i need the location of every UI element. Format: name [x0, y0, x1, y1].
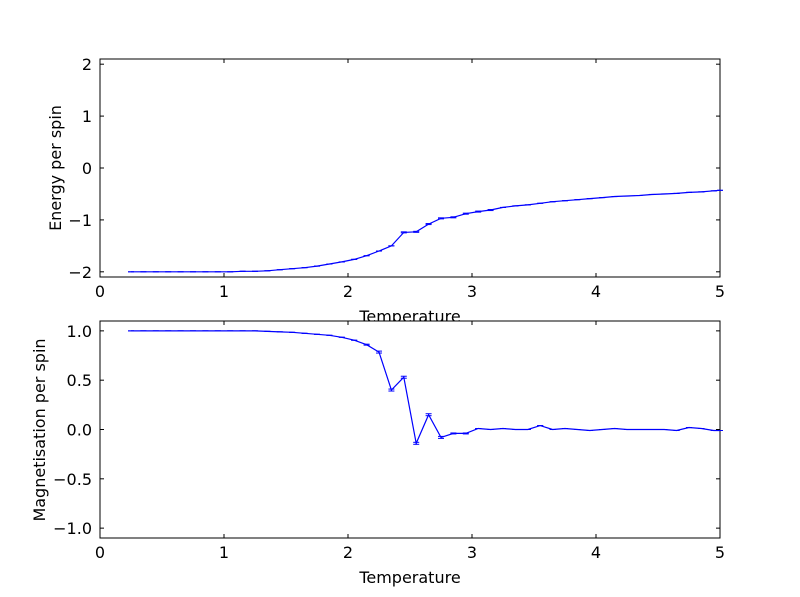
magnetisation-y-tick-label: −0.5 — [53, 470, 92, 489]
magnetisation-x-tick-label: 0 — [95, 543, 105, 562]
energy-error-bar — [438, 217, 444, 220]
energy-x-tick-label: 5 — [715, 282, 725, 301]
magnetisation-x-tick-label: 4 — [591, 543, 601, 562]
energy-x-tick-label: 0 — [95, 282, 105, 301]
energy-x-tick-label: 1 — [219, 282, 229, 301]
magnetisation-x-tick-label: 5 — [715, 543, 725, 562]
magnetisation-error-bar — [450, 432, 457, 435]
magnetisation-y-tick-label: 1.0 — [67, 322, 92, 341]
magnetisation-y-tick-label: 0.5 — [67, 371, 92, 390]
magnetisation-subplot: 0 1 2 3 4 5 −1.0 −0.5 0.0 0.5 1.0 Temperature Magn… — [30, 320, 725, 587]
energy-marks — [128, 189, 723, 273]
magnetisation-error-bar — [413, 441, 420, 445]
energy-y-tick-label: −2 — [68, 263, 92, 282]
magnetisation-x-tick-label: 2 — [343, 543, 353, 562]
magnetisation-y-tick-label: 0.0 — [67, 421, 92, 440]
energy-y-tick-label: 2 — [82, 55, 92, 74]
magnetisation-x-tick-label: 3 — [467, 543, 477, 562]
magnetisation-error-bar — [363, 343, 370, 346]
magnetisation-marks — [128, 330, 723, 446]
energy-y-axis-label: Energy per spin — [46, 105, 65, 231]
magnetisation-x-tick-label: 1 — [219, 543, 229, 562]
energy-x-tick-label: 3 — [467, 282, 477, 301]
magnetisation-ticks: 0 1 2 3 4 5 −1.0 −0.5 0.0 0.5 1.0 — [53, 321, 725, 562]
magnetisation-x-axis-label: Temperature — [358, 568, 460, 587]
energy-error-bar — [475, 210, 482, 213]
magnetisation-y-axis-label: Magnetisation per spin — [30, 338, 49, 521]
energy-y-tick-label: 1 — [82, 107, 92, 126]
energy-y-tick-label: 0 — [82, 159, 92, 178]
energy-error-bar — [462, 212, 469, 215]
energy-error-bar — [425, 223, 432, 226]
magnetisation-y-tick-label: −1.0 — [53, 519, 92, 538]
energy-plot-frame — [99, 58, 721, 278]
magnetisation-error-bar — [438, 435, 444, 439]
magnetisation-error-bar — [425, 413, 432, 417]
energy-y-tick-label: −1 — [68, 211, 92, 230]
energy-error-bar — [413, 230, 420, 233]
magnetisation-error-bar — [388, 388, 395, 392]
energy-x-tick-label: 4 — [591, 282, 601, 301]
magnetisation-error-bar — [376, 350, 382, 354]
energy-x-tick-label: 2 — [343, 282, 353, 301]
energy-error-bar — [487, 209, 494, 212]
magnetisation-error-bar — [400, 375, 407, 379]
energy-ticks: 0 1 2 3 4 5 −2 −1 0 1 2 — [68, 55, 725, 301]
magnetisation-error-bar — [462, 432, 469, 435]
energy-error-bar — [450, 216, 457, 219]
energy-error-bar — [400, 231, 407, 234]
magnetisation-plot-frame — [99, 320, 721, 539]
